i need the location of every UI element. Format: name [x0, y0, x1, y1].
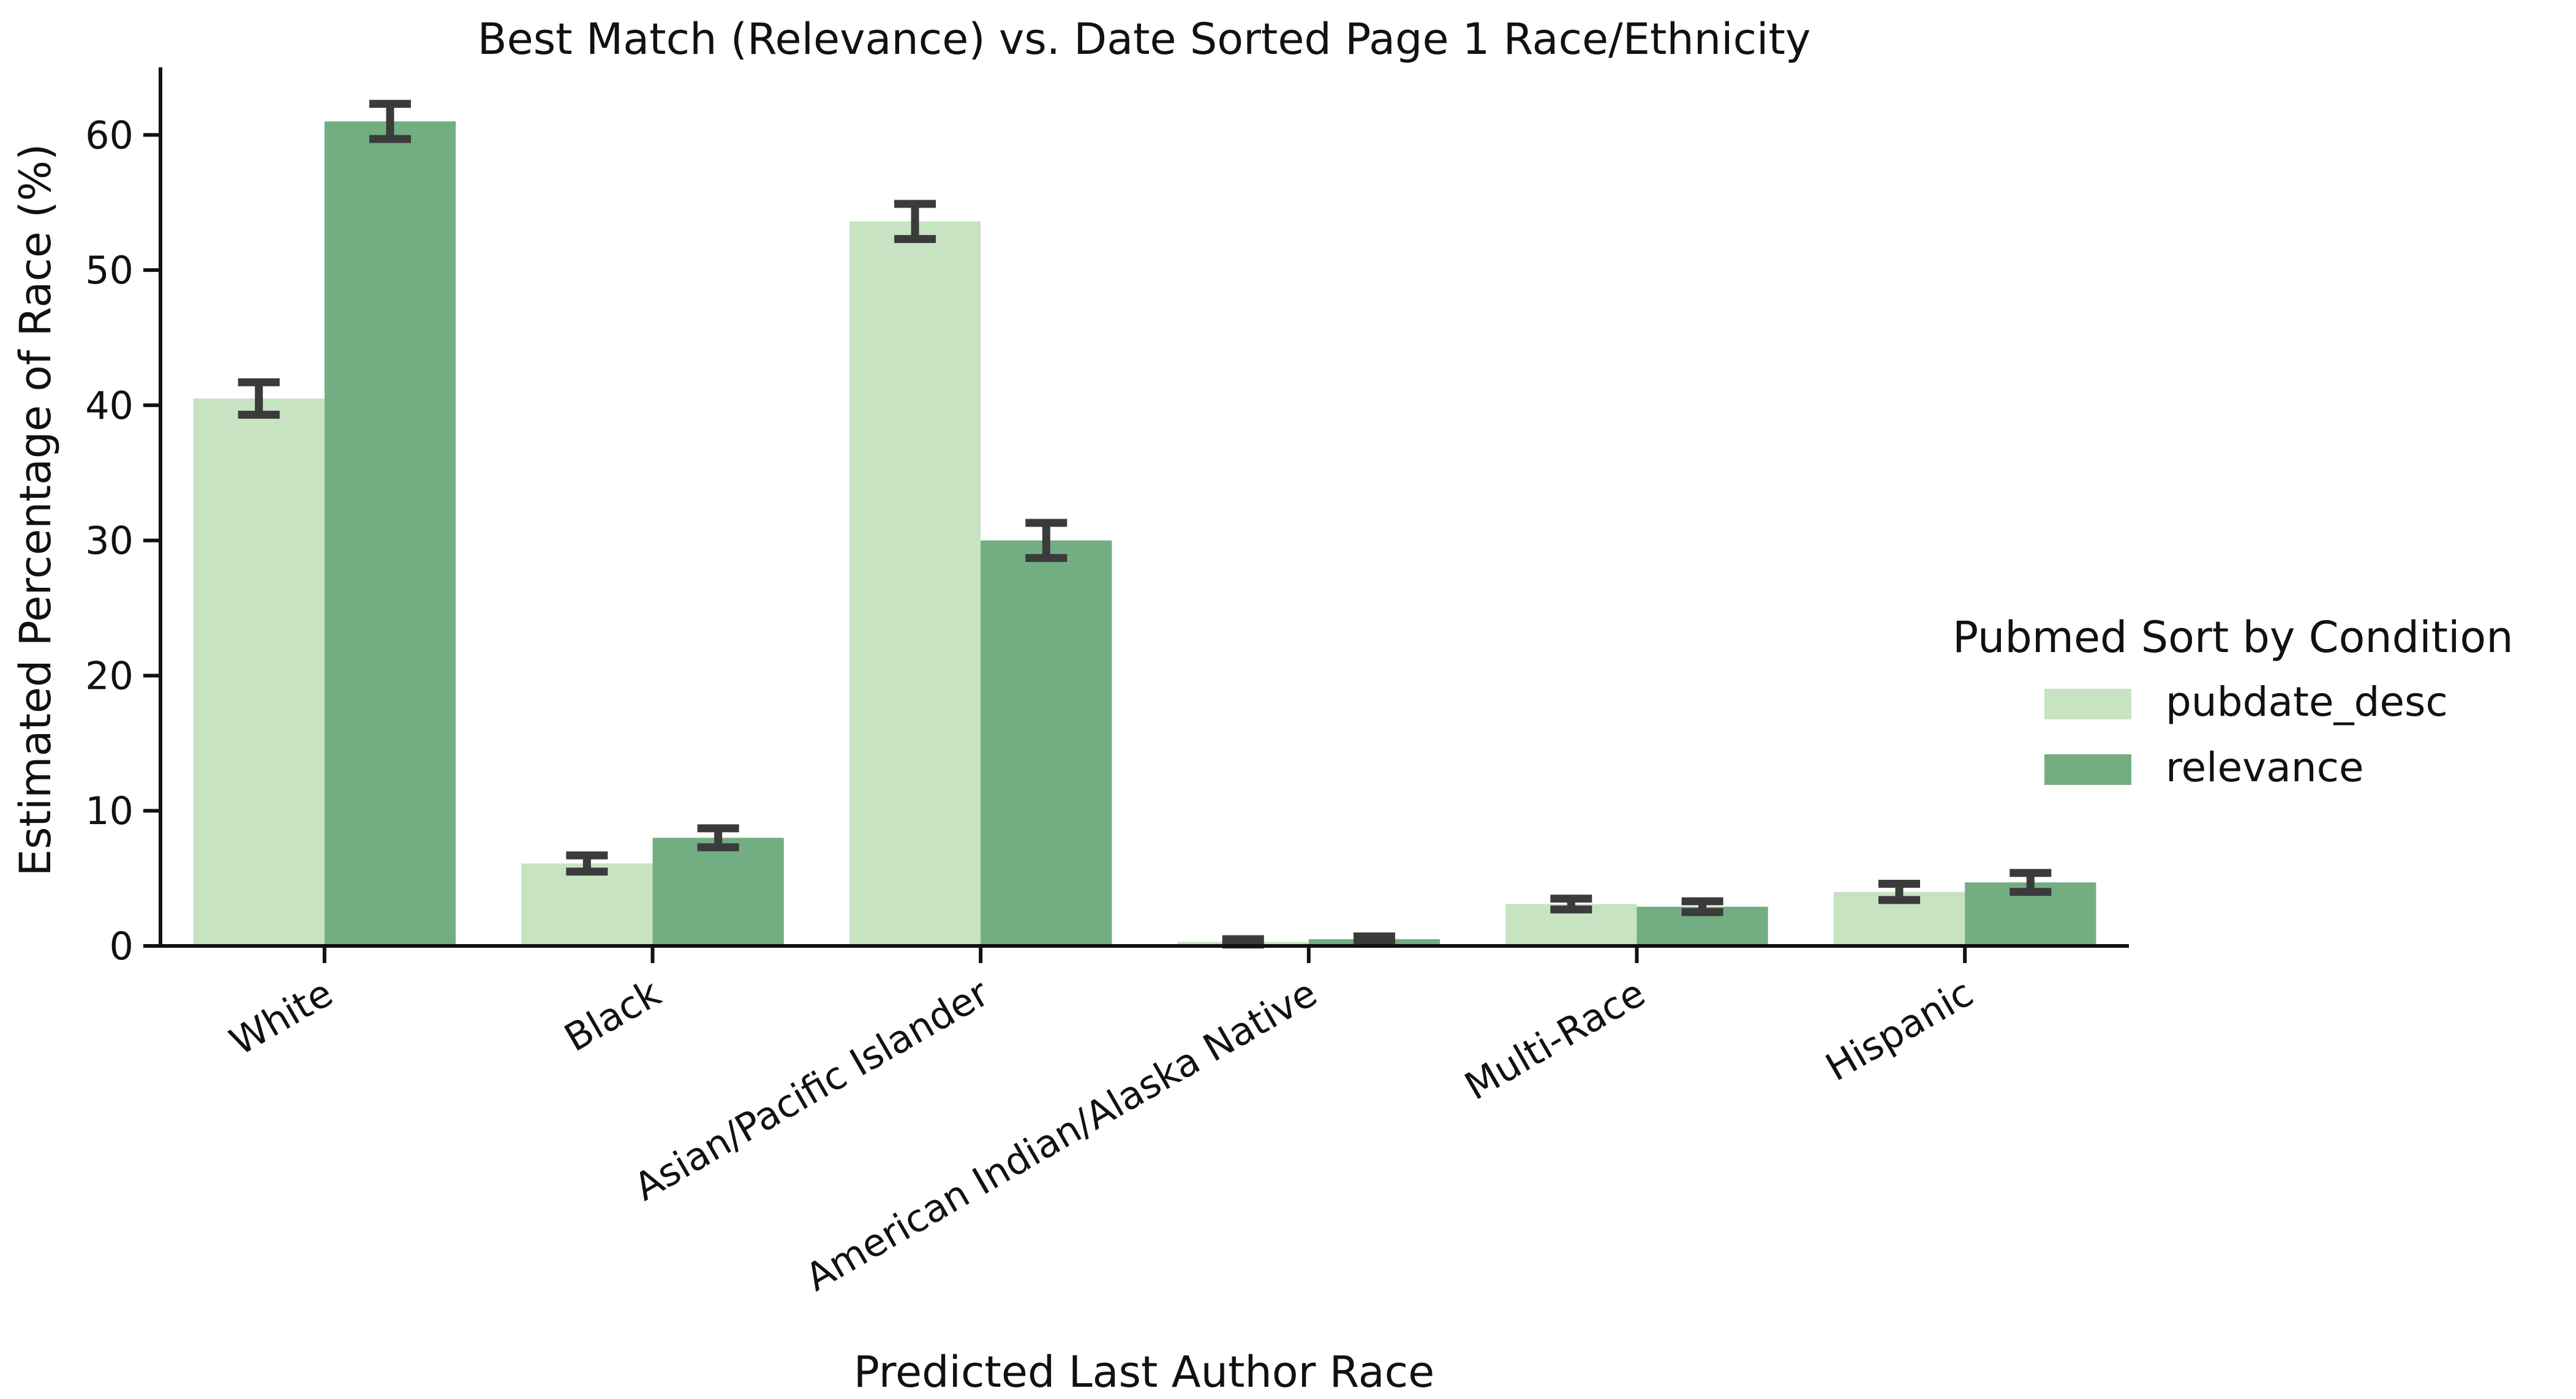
legend-label-relevance: relevance — [2166, 744, 2363, 791]
errorbar-pubdate_desc-4 — [1550, 895, 1592, 913]
chart-title: Best Match (Relevance) vs. Date Sorted P… — [478, 14, 1811, 64]
bar-pubdate_desc-0 — [193, 398, 325, 946]
x-tick-label-0: White — [222, 970, 341, 1064]
y-tick-label-20: 20 — [85, 653, 134, 698]
y-tick-label-40: 40 — [85, 383, 134, 428]
x-tick-label-3: American Indian/Alaska Native — [798, 970, 1324, 1300]
bar-relevance-2 — [981, 540, 1112, 946]
errorbar-pubdate_desc-3 — [1222, 935, 1264, 949]
y-tick-label-10: 10 — [85, 789, 134, 833]
errorbar-pubdate_desc-5 — [1878, 879, 1921, 904]
errorbar-relevance-3 — [1353, 932, 1395, 948]
x-tick-label-4: Multi-Race — [1457, 970, 1652, 1109]
errorbars-group — [238, 100, 2052, 949]
errorbar-relevance-2 — [1025, 519, 1068, 562]
y-tick-label-0: 0 — [110, 924, 134, 969]
y-tick-label-50: 50 — [85, 248, 134, 293]
bar-pubdate_desc-2 — [849, 221, 981, 947]
legend: Pubmed Sort by Condition pubdate_descrele… — [1953, 612, 2514, 791]
errorbar-pubdate_desc-0 — [238, 378, 280, 419]
errorbar-relevance-1 — [697, 824, 739, 852]
x-tick-label-5: Hispanic — [1818, 970, 1980, 1090]
errorbar-relevance-0 — [369, 100, 411, 143]
y-tick-label-30: 30 — [85, 519, 134, 563]
bar-relevance-1 — [652, 838, 784, 946]
legend-swatch-relevance — [2044, 754, 2131, 785]
x-tick-label-2: Asian/Pacific Islander — [627, 970, 996, 1210]
legend-title: Pubmed Sort by Condition — [1953, 612, 2514, 662]
y-axis-label: Estimated Percentage of Race (%) — [10, 144, 61, 877]
x-axis-label: Predicted Last Author Race — [854, 1347, 1434, 1397]
bar-pubdate_desc-1 — [521, 863, 653, 946]
bars-group — [193, 121, 2096, 947]
bar-relevance-0 — [324, 121, 456, 946]
errorbar-pubdate_desc-2 — [894, 200, 936, 243]
errorbar-relevance-5 — [2009, 869, 2052, 896]
errorbar-pubdate_desc-1 — [566, 851, 608, 876]
legend-label-pubdate_desc: pubdate_desc — [2166, 678, 2448, 726]
errorbar-relevance-4 — [1681, 897, 1723, 917]
y-tick-label-60: 60 — [85, 113, 134, 157]
x-tick-label-1: Black — [557, 970, 668, 1060]
legend-swatch-pubdate_desc — [2044, 689, 2131, 719]
